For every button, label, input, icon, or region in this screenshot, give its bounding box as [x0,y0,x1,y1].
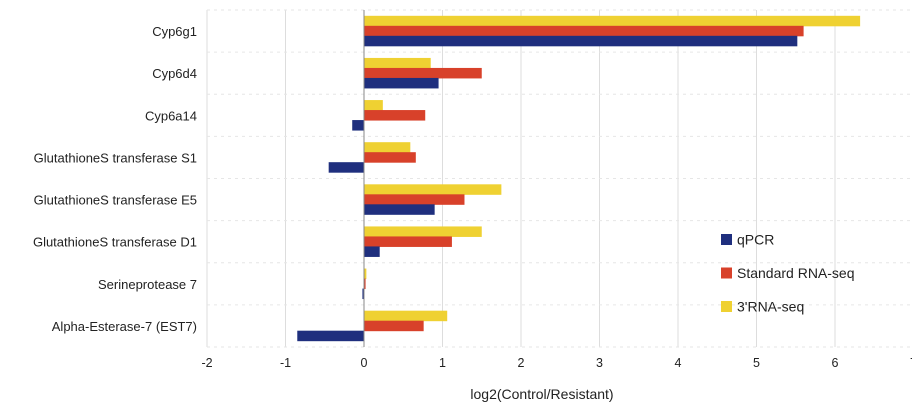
bar-qpcr [364,77,439,89]
legend-swatch [721,234,732,245]
x-tick-label: 4 [675,356,682,370]
x-tick-label: 3 [596,356,603,370]
bar-3-rna-seq [364,57,431,69]
bar-standard-rna-seq [364,25,804,37]
x-tick-label: -1 [280,356,291,370]
bar-qpcr [297,330,364,342]
bar-standard-rna-seq [364,110,426,121]
category-label: GlutathioneS transferase D1 [33,235,197,250]
bar-qpcr [364,204,435,215]
bar-standard-rna-seq [364,152,416,163]
bar-qpcr [328,162,364,173]
bar-qpcr [364,35,798,47]
bar-qpcr [364,246,380,257]
category-label: GlutathioneS transferase E5 [34,193,197,208]
legend-label: qPCR [737,232,774,248]
x-tick-label: 6 [832,356,839,370]
category-label: Cyp6a14 [145,108,197,123]
bar-qpcr [352,120,364,131]
category-label: Serineprotease 7 [98,277,197,292]
bar-standard-rna-seq [364,67,482,79]
bar-3-rna-seq [364,310,448,322]
category-labels: Cyp6g1 Cyp6d4 Cyp6a14 GlutathioneS transfer… [33,24,197,334]
bar-3-rna-seq [364,15,861,27]
category-label: Alpha-Esterase-7 (EST7) [52,319,197,334]
gridlines [206,9,912,348]
x-tick-label: 1 [439,356,446,370]
x-tick-label: 0 [361,356,368,370]
category-label: Cyp6d4 [152,66,197,81]
legend-swatch [721,301,732,312]
bars [297,15,861,342]
x-tick-label: -2 [201,356,212,370]
x-tick-label: 5 [753,356,760,370]
bar-3-rna-seq [364,268,367,280]
category-label: Cyp6g1 [152,24,197,39]
legend: qPCR Standard RNA-seq 3'RNA-seq [721,232,855,315]
bar-standard-rna-seq [364,194,465,205]
legend-label: 3'RNA-seq [737,299,804,315]
legend-label: Standard RNA-seq [737,265,855,281]
bar-standard-rna-seq [364,278,366,290]
x-tick-label: 7 [910,356,912,370]
x-tick-label: 2 [518,356,525,370]
bar-3-rna-seq [364,142,411,153]
bar-3-rna-seq [364,100,383,111]
bar-standard-rna-seq [364,236,452,247]
bar-standard-rna-seq [364,320,424,332]
x-tick-labels: -2 -1 0 1 2 3 4 5 6 7 [201,356,912,370]
x-axis-title: log2(Control/Resistant) [470,386,613,402]
legend-swatch [721,267,732,279]
bar-qpcr [362,288,364,300]
bar-3-rna-seq [364,184,502,195]
bar-3-rna-seq [364,226,482,237]
category-label: GlutathioneS transferase S1 [34,150,197,165]
